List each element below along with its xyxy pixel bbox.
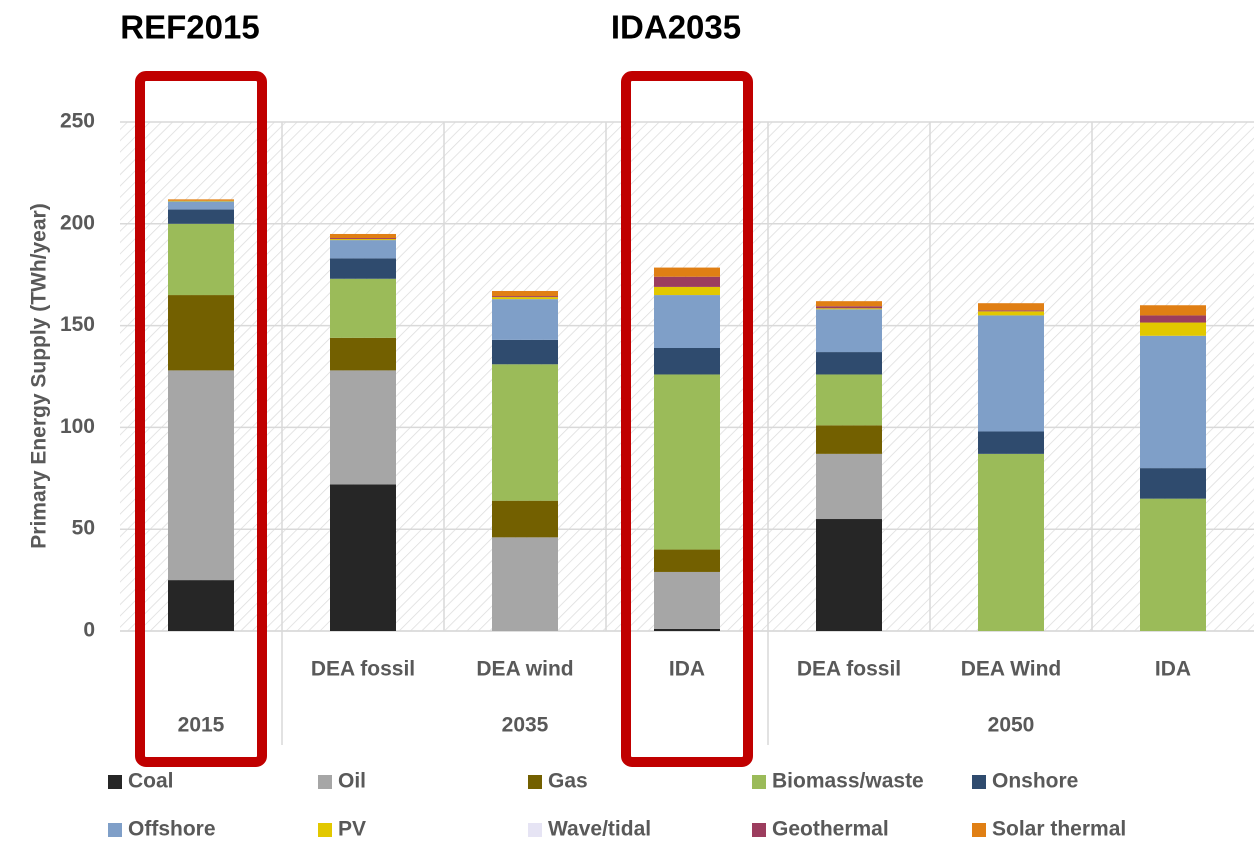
- group-label: 2015: [178, 714, 225, 737]
- legend-swatch: [108, 823, 122, 837]
- x-tick-label: DEA Wind: [961, 658, 1062, 681]
- legend-swatch: [972, 775, 986, 789]
- x-tick-label: DEA fossil: [797, 658, 901, 681]
- bar-segment: [1140, 335, 1206, 469]
- legend-swatch: [528, 775, 542, 789]
- legend-label: Biomass/waste: [772, 770, 924, 793]
- legend-swatch: [318, 823, 332, 837]
- highlight-box: [621, 71, 753, 767]
- bar-segment: [492, 299, 558, 340]
- x-tick-label: DEA fossil: [311, 658, 415, 681]
- bar-segment: [654, 286, 720, 296]
- bar-segment: [330, 233, 396, 239]
- bar-segment: [816, 306, 882, 309]
- y-tick-label: 250: [60, 110, 95, 133]
- bar-segment: [978, 431, 1044, 454]
- y-tick-label: 0: [83, 619, 95, 642]
- bar-segment: [168, 209, 234, 224]
- bar-segment: [168, 295, 234, 371]
- bar-segment: [816, 453, 882, 520]
- bar-segment: [816, 352, 882, 375]
- bar-segment: [1140, 322, 1206, 336]
- bar-segment: [654, 276, 720, 287]
- x-tick-label: IDA: [669, 658, 705, 681]
- legend-label: Coal: [128, 770, 174, 793]
- bar-segment: [330, 484, 396, 631]
- annotation: REF2015: [120, 9, 259, 46]
- bar-segment: [330, 240, 396, 259]
- bar-segment: [492, 500, 558, 538]
- bar-segment: [492, 364, 558, 501]
- bar-segment: [330, 258, 396, 279]
- bar-segment: [816, 309, 882, 353]
- bar-segment: [816, 374, 882, 426]
- bar-segment: [168, 199, 234, 201]
- bar-segment: [654, 374, 720, 550]
- bar-segment: [654, 549, 720, 572]
- bar-segment: [330, 337, 396, 371]
- bar-segment: [654, 267, 720, 277]
- legend-label: Wave/tidal: [548, 818, 651, 841]
- bar-segment: [330, 238, 396, 240]
- group-label: 2035: [502, 714, 549, 737]
- legend-label: Oil: [338, 770, 366, 793]
- bar-segment: [168, 201, 234, 210]
- bar-segment: [978, 315, 1044, 432]
- bar-segment: [168, 580, 234, 631]
- bar-segment: [330, 239, 396, 241]
- y-tick-label: 50: [72, 517, 95, 540]
- legend-label: PV: [338, 818, 366, 841]
- x-tick-label: DEA wind: [476, 658, 573, 681]
- legend-label: Gas: [548, 770, 588, 793]
- legend-swatch: [752, 775, 766, 789]
- bar-segment: [492, 290, 558, 297]
- bar-segment: [654, 347, 720, 375]
- x-tick-label: IDA: [1155, 658, 1191, 681]
- bar-segment: [978, 303, 1044, 311]
- bar-segment: [816, 308, 882, 310]
- bar-segment: [654, 628, 720, 631]
- legend-swatch: [972, 823, 986, 837]
- bar-segment: [978, 310, 1044, 312]
- bar-segment: [330, 370, 396, 485]
- bar-segment: [816, 301, 882, 307]
- y-tick-label: 100: [60, 415, 95, 438]
- bar-segment: [1140, 315, 1206, 323]
- y-tick-label: 150: [60, 313, 95, 336]
- legend-swatch: [108, 775, 122, 789]
- bar-segment: [654, 571, 720, 629]
- bar-segment: [168, 370, 234, 581]
- legend-label: Geothermal: [772, 818, 889, 841]
- legend-swatch: [752, 823, 766, 837]
- legend-swatch: [318, 775, 332, 789]
- annotation: IDA2035: [611, 9, 741, 46]
- bar-segment: [492, 296, 558, 298]
- bar-segment: [492, 297, 558, 300]
- legend-label: Offshore: [128, 818, 216, 841]
- bar-segment: [978, 311, 1044, 316]
- highlight-box: [135, 71, 267, 767]
- bar-segment: [816, 425, 882, 454]
- bar-segment: [168, 223, 234, 296]
- group-label: 2050: [988, 714, 1035, 737]
- legend-swatch: [528, 823, 542, 837]
- bar-segment: [1140, 468, 1206, 499]
- bar-segment: [492, 537, 558, 631]
- bar-segment: [330, 278, 396, 338]
- bar-segment: [978, 453, 1044, 631]
- y-tick-label: 200: [60, 211, 95, 234]
- bar-segment: [492, 339, 558, 365]
- legend-label: Solar thermal: [992, 818, 1126, 841]
- bar-segment: [1140, 305, 1206, 316]
- legend-label: Onshore: [992, 770, 1078, 793]
- y-axis-label: Primary Energy Supply (TWh/year): [28, 203, 51, 548]
- bar-segment: [1140, 498, 1206, 631]
- bar-segment: [168, 200, 234, 202]
- bar-segment: [816, 519, 882, 631]
- bar-segment: [654, 295, 720, 348]
